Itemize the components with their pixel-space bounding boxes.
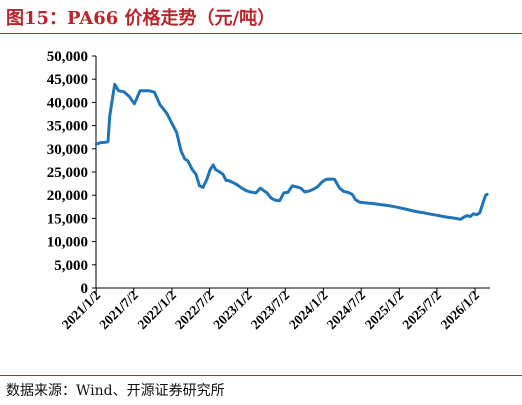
title-rule: [0, 33, 522, 34]
y-axis-ticks: 0 5,000 10,000 15,000 20,000 25,000 30,000 35,0…: [47, 49, 96, 297]
y-tick-label: 0: [81, 281, 89, 297]
source-note: 数据来源：Wind、开源证券研究所: [6, 383, 225, 399]
x-tick-label: 2022/7/2: [172, 287, 217, 332]
series-line-pa66: [94, 82, 489, 221]
y-tick-label: 40,000: [47, 95, 88, 111]
x-tick-label: 2023/7/2: [248, 287, 293, 332]
x-tick-label: 2022/1/2: [134, 287, 179, 332]
y-tick-label: 30,000: [47, 142, 88, 158]
figure-title: 图15：PA66 价格走势（元/吨）: [6, 8, 276, 29]
price-line-chart: 0 5,000 10,000 15,000 20,000 25,000 30,000 35,0…: [47, 49, 490, 332]
x-tick-label: 2023/1/2: [210, 287, 255, 332]
x-axis-ticks: 2021/1/22021/7/22022/1/22022/7/22023/1/2…: [59, 287, 483, 332]
y-tick-label: 25,000: [47, 165, 88, 181]
x-tick-label: 2024/7/2: [324, 287, 369, 332]
y-tick-label: 10,000: [47, 235, 88, 251]
y-tick-label: 45,000: [47, 72, 88, 88]
x-tick-label: 2025/1/2: [362, 287, 407, 332]
x-tick-label: 2024/1/2: [286, 287, 331, 332]
y-tick-label: 15,000: [47, 211, 88, 227]
x-tick-label: 2025/7/2: [399, 287, 444, 332]
x-tick-label: 2021/7/2: [96, 287, 141, 332]
y-tick-label: 50,000: [47, 49, 88, 65]
y-tick-label: 35,000: [47, 119, 88, 135]
source-rule: [0, 375, 522, 376]
x-tick-label: 2026/1/2: [438, 287, 483, 332]
y-tick-label: 5,000: [54, 258, 88, 274]
y-tick-label: 20,000: [47, 188, 88, 204]
